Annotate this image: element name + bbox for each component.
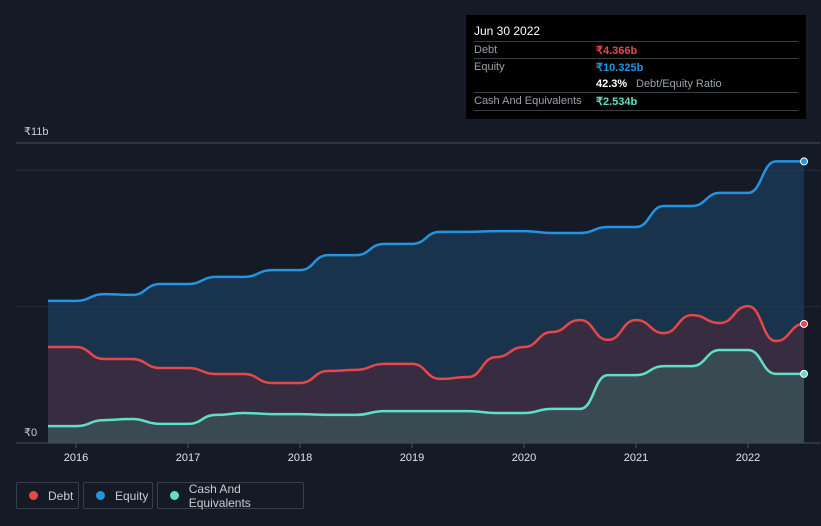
tooltip-equity-label: Equity (474, 61, 505, 73)
cash-end-point (800, 369, 808, 378)
tooltip-cash-label: Cash And Equivalents (474, 95, 582, 107)
x-tick-label: 2021 (624, 452, 648, 464)
tooltip-row-equity: Equity ₹10.325b 42.3% Debt/Equity Ratio (474, 58, 798, 93)
y-tick-label: ₹0 (24, 427, 37, 439)
debt-dot-icon (29, 491, 38, 500)
tooltip-equity-value: ₹10.325b (596, 62, 644, 74)
cash-line (48, 348, 804, 428)
x-tick-label: 2017 (176, 452, 200, 464)
cash-dot-icon (170, 491, 179, 500)
tooltip-date: Jun 30 2022 (474, 24, 541, 38)
tooltip-cash-value: ₹2.534b (596, 96, 638, 108)
tooltip-debt-value: ₹4.366b (596, 45, 638, 57)
x-tick-label: 2020 (512, 452, 536, 464)
legend-equity-label: Equity (115, 488, 149, 503)
tooltip: Jun 30 2022 Debt ₹4.366b Equity ₹10.325b… (466, 15, 806, 119)
equity-end-point (800, 157, 808, 166)
y-tick-label: ₹11b (24, 126, 49, 138)
tooltip-row-debt: Debt ₹4.366b (474, 41, 798, 59)
x-tick-label: 2016 (64, 452, 88, 464)
tooltip-row-cash: Cash And Equivalents ₹2.534b (474, 92, 798, 111)
chart-plot: ₹0 ₹11b 2016 2017 2018 2019 2020 2021 2022 (16, 126, 820, 464)
tooltip-debt-label: Debt (474, 44, 498, 56)
cash-area (48, 350, 804, 443)
legend-equity[interactable]: Equity (83, 482, 153, 509)
equity-line (48, 160, 804, 303)
legend-debt-label: Debt (48, 488, 74, 503)
legend-cash[interactable]: Cash And Equivalents (157, 481, 304, 510)
legend-debt[interactable]: Debt (16, 482, 79, 509)
x-tick-label: 2018 (288, 452, 312, 464)
debt-line (47, 304, 805, 385)
tooltip-ratio-value: 42.3% (596, 78, 628, 90)
x-tick-label: 2019 (400, 452, 424, 464)
equity-dot-icon (96, 491, 105, 500)
x-tick-label: 2022 (736, 452, 760, 464)
debt-end-point (800, 319, 808, 328)
tooltip-ratio-label: Debt/Equity Ratio (636, 78, 722, 90)
legend-cash-label: Cash And Equivalents (188, 481, 251, 510)
